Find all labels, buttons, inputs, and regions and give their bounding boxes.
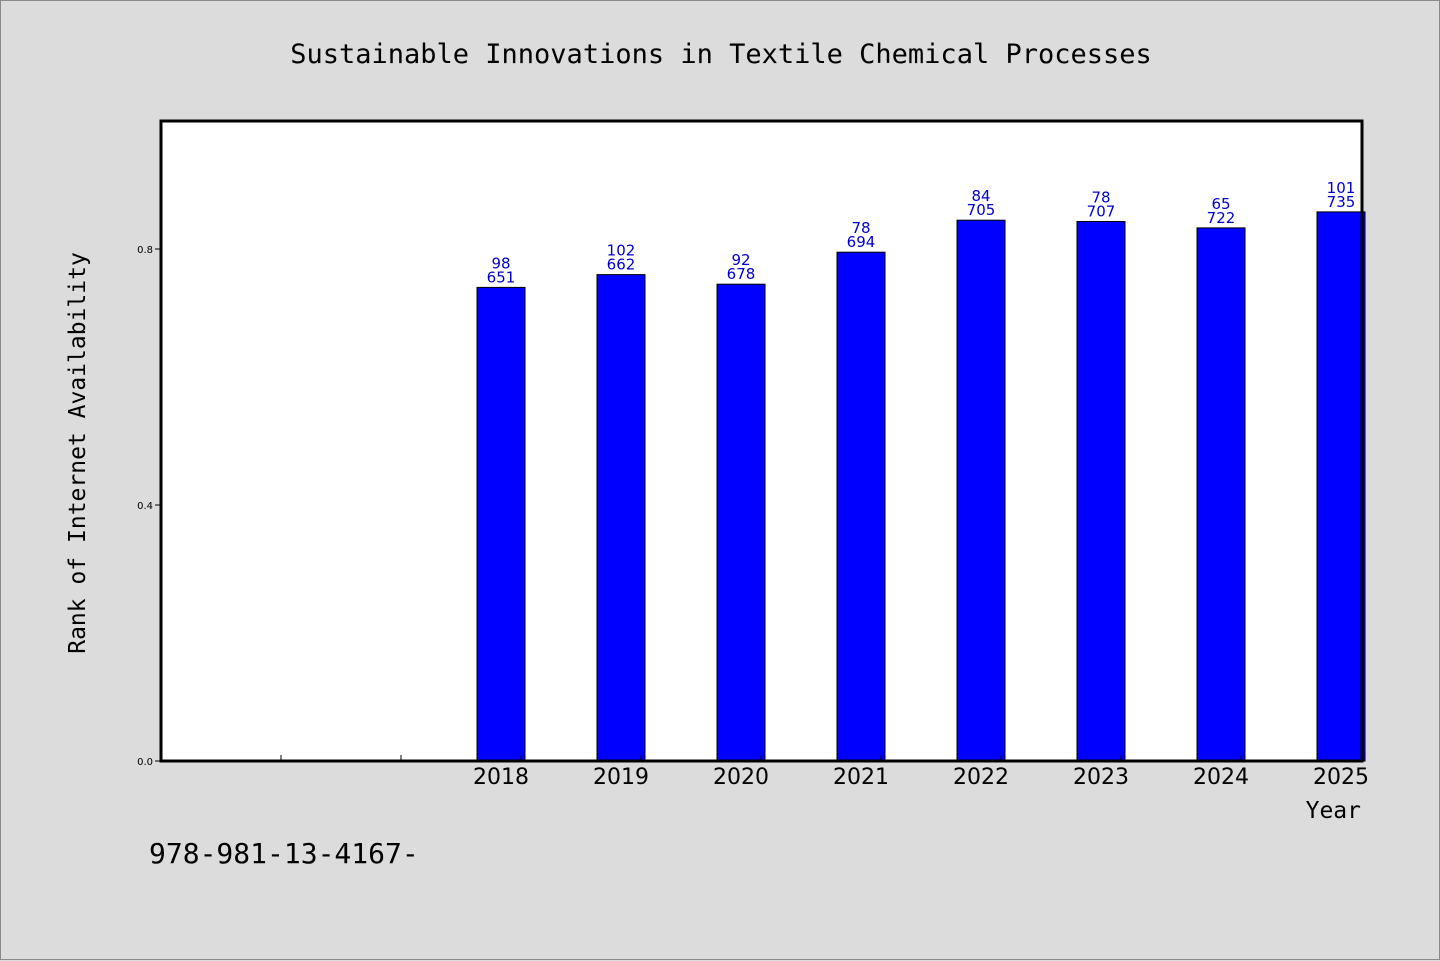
bar (596, 274, 646, 762)
x-axis-title: Year (1306, 798, 1361, 824)
data-label-bottom: 678 (727, 265, 756, 283)
x-tick-label: 2023 (1073, 765, 1129, 790)
bar (476, 286, 526, 762)
x-tick-label: 2020 (713, 765, 769, 790)
data-label-top: 92 (731, 251, 750, 269)
x-tick-label: 2022 (953, 765, 1009, 790)
data-label-top: 98 (491, 254, 510, 272)
data-label-bottom: 735 (1327, 193, 1356, 211)
footer-identifier: 978-981-13-4167- (149, 837, 419, 870)
data-label-bottom: 651 (487, 268, 516, 286)
data-label-bottom: 705 (967, 201, 996, 219)
bars-layer (476, 211, 1366, 762)
data-label-top: 84 (971, 187, 990, 205)
x-tick-label: 2024 (1193, 765, 1249, 790)
data-label-bottom: 707 (1087, 202, 1116, 220)
data-label-top: 78 (1091, 188, 1110, 206)
data-label-top: 65 (1211, 195, 1230, 213)
y-tick-label: 0.4 (137, 501, 153, 512)
bar (1196, 227, 1246, 762)
plot-border (159, 119, 1364, 763)
data-label-bottom: 662 (607, 256, 636, 274)
y-tick-label: 0.8 (137, 245, 153, 256)
chart-title: Sustainable Innovations in Textile Chemi… (290, 39, 1152, 70)
data-label-top: 102 (607, 242, 636, 260)
data-label-bottom: 722 (1207, 209, 1236, 227)
y-axis-ticks: 0.0 0.4 0.8 (137, 245, 161, 768)
y-axis-title: Rank of Internet Availability (65, 252, 91, 654)
x-tick-label: 2018 (473, 765, 529, 790)
data-label-top: 101 (1327, 179, 1356, 197)
x-tick-label: 2019 (593, 765, 649, 790)
x-axis-ticks: 2018 2019 2020 2021 2022 2023 2024 2025 (280, 755, 1369, 790)
y-tick-label: 0.0 (137, 757, 153, 768)
bar (716, 283, 766, 762)
data-label-top: 78 (851, 219, 870, 237)
x-tick-label: 2021 (833, 765, 889, 790)
bar (1316, 211, 1366, 762)
data-label-bottom: 694 (847, 233, 876, 251)
x-tick-label: 2025 (1313, 765, 1369, 790)
bar (956, 219, 1006, 762)
bar (836, 251, 886, 762)
bar (1076, 220, 1126, 762)
